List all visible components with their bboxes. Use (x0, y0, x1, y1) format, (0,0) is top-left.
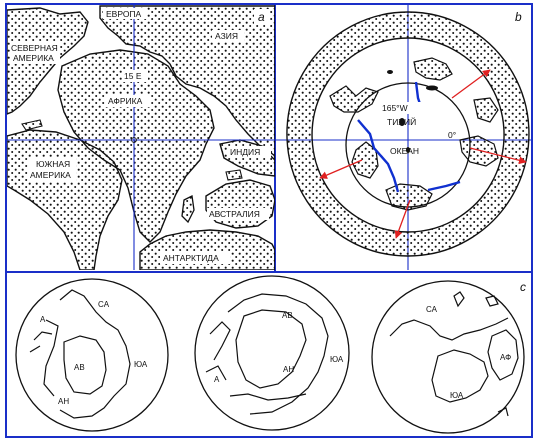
label-antarctica: АНТАРКТИДА (163, 253, 219, 263)
island (225, 169, 243, 181)
label-north-america-line2: АМЕРИКА (13, 53, 54, 63)
globe1-label-ab: АВ (74, 363, 85, 372)
label-asia: АЗИЯ (215, 31, 238, 41)
globe3-label-af: АФ (500, 353, 511, 362)
label-meridian-165w: 165°W (382, 103, 408, 113)
globe2-label-ab: АВ (282, 311, 293, 320)
label-equator-0: 0° (448, 130, 456, 140)
continent-outline (487, 329, 519, 381)
label-europe: ЕВРОПА (106, 9, 142, 19)
continent-outline (43, 319, 59, 397)
panel-letter-b: b (515, 10, 522, 24)
label-australia: АВСТРАЛИЯ (209, 209, 260, 219)
panel-c: CA А АВ ЮА АН АВ АН ЮА А СА АФ (15, 275, 526, 434)
panel-a: ЕВРОПА СЕВЕРНАЯ АМЕРИКА АЗИЯ 15 Е АФРИКА… (7, 5, 275, 270)
continent-outline (229, 393, 307, 401)
continental-fragment (459, 135, 499, 167)
label-india: ИНДИЯ (230, 147, 260, 157)
continental-fragment (413, 57, 453, 81)
continental-fragment (385, 183, 433, 211)
label-africa: АФРИКА (108, 96, 143, 106)
island-group (387, 70, 438, 153)
globe2-label-yua: ЮА (330, 355, 344, 364)
motion-arrows (319, 69, 527, 239)
continent-outline (389, 317, 509, 341)
continent-outline (205, 321, 231, 381)
globe1-label-ca: CA (98, 300, 110, 309)
globe-2: АВ АН ЮА А (194, 275, 350, 431)
globe2-label-a: А (214, 375, 220, 384)
globe-1: CA А АВ ЮА АН (15, 278, 169, 432)
continent-outline (29, 331, 53, 353)
continent-outline (59, 289, 131, 419)
continental-fragment (473, 97, 499, 123)
label-ocean-line1: ТИХИЙ (387, 116, 416, 127)
panel-a-grid (7, 5, 275, 270)
grid-origin-marker (131, 137, 137, 143)
panel-b: 165°W ТИХИЙ ОКЕАН 0° b (276, 5, 532, 270)
label-ocean-line2: ОКЕАН (390, 146, 419, 156)
continental-fragment (329, 85, 379, 113)
panel-letter-a: a (258, 10, 265, 24)
label-south-america-line1: ЮЖНАЯ (36, 159, 70, 169)
globe1-label-a: А (40, 315, 46, 324)
continent-outline (235, 309, 307, 389)
globe3-label-yua: ЮА (450, 391, 464, 400)
panel-letter-c: c (520, 280, 526, 294)
label-north-america-line1: СЕВЕРНАЯ (11, 43, 58, 53)
label-south-america-line2: АМЕРИКА (30, 170, 71, 180)
label-meridian-15e: 15 Е (124, 71, 142, 81)
globe1-label-yua: ЮА (134, 360, 148, 369)
globe1-label-an: АН (58, 397, 69, 406)
continent-outline (431, 349, 489, 403)
globe-3: СА АФ ЮА (371, 280, 525, 434)
australia-landmass (205, 179, 275, 229)
madagascar-landmass (181, 195, 195, 224)
globe3-label-ca: СА (426, 305, 438, 314)
continent-outline (63, 335, 107, 395)
globe2-label-an: АН (283, 365, 294, 374)
island (21, 119, 43, 131)
continent-outline (453, 291, 465, 308)
panel-b-grid (276, 5, 532, 270)
panel-a-labels: ЕВРОПА СЕВЕРНАЯ АМЕРИКА АЗИЯ 15 Е АФРИКА… (10, 8, 271, 264)
continent-outline (227, 293, 329, 415)
continent-outline (485, 295, 509, 417)
